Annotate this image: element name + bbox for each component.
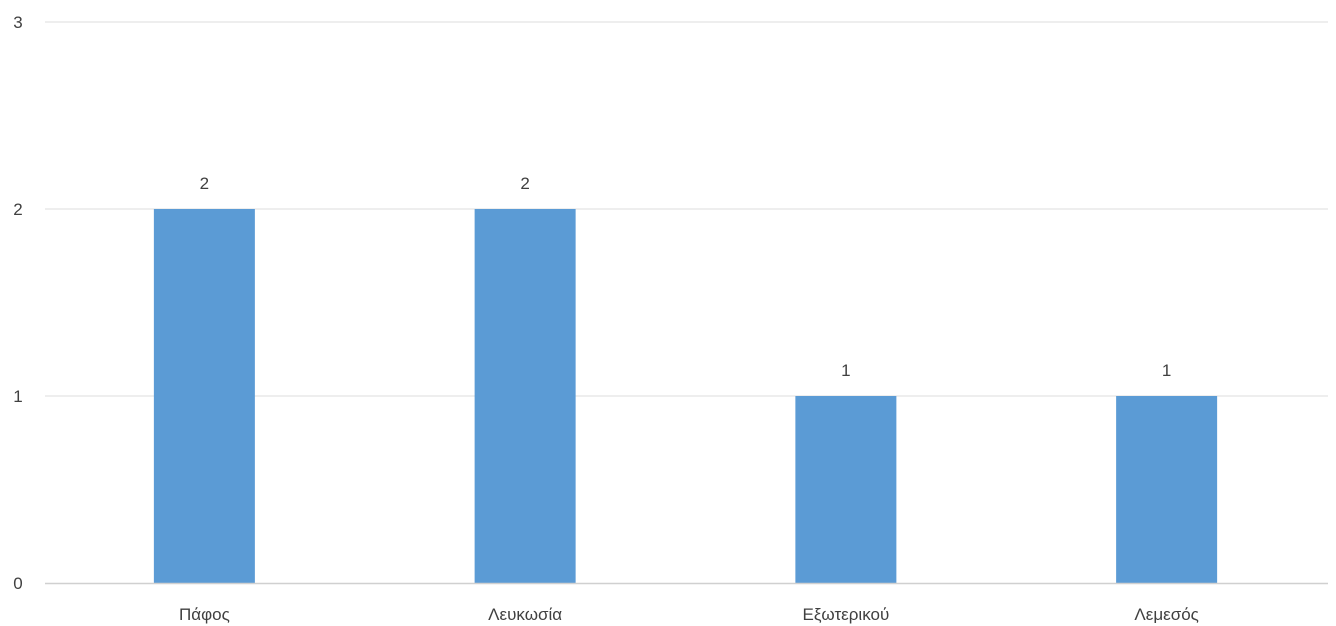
bars [153, 209, 1218, 583]
y-axis-ticks: 0 1 2 3 [13, 13, 22, 593]
category-label-1: Λευκωσία [488, 605, 562, 624]
y-tick-label: 0 [13, 574, 22, 593]
data-label-0: 2 [200, 174, 209, 193]
gridlines [45, 21, 1328, 397]
category-label-0: Πάφος [179, 605, 230, 624]
category-label-2: Εξωτερικού [802, 605, 889, 624]
data-label-2: 1 [841, 361, 850, 380]
data-label-1: 2 [520, 174, 529, 193]
category-label-3: Λεμεσός [1134, 605, 1198, 624]
y-tick-label: 1 [13, 387, 22, 406]
data-label-3: 1 [1162, 361, 1171, 380]
y-tick-label: 2 [13, 200, 22, 219]
bar-2 [795, 396, 897, 583]
bar-3 [1116, 396, 1218, 583]
data-labels: 2 2 1 1 [200, 174, 1172, 380]
y-tick-label: 3 [13, 13, 22, 32]
x-axis-categories: Πάφος Λευκωσία Εξωτερικού Λεμεσός [179, 605, 1199, 624]
bar-0 [153, 209, 255, 583]
bar-1 [474, 209, 576, 583]
